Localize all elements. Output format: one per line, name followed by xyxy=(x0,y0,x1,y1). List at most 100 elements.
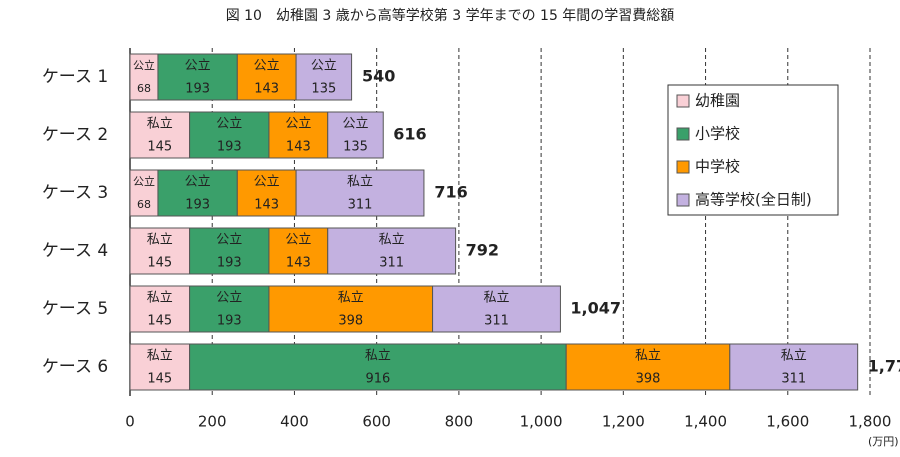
segment-value-label: 145 xyxy=(147,256,172,271)
segment-value-label: 145 xyxy=(147,314,172,329)
bar-segment xyxy=(189,285,270,333)
x-tick-label: 200 xyxy=(198,413,227,431)
segment-type-label: 私立 xyxy=(147,117,173,132)
bar-segment xyxy=(157,169,238,217)
segment-type-label: 公立 xyxy=(133,174,155,188)
segment-value-label: 143 xyxy=(254,198,279,213)
bar-segment xyxy=(236,53,297,101)
x-tick-label: 800 xyxy=(445,413,474,431)
bar-segment xyxy=(129,343,191,391)
segment-value-label: 143 xyxy=(254,82,279,97)
legend-swatch xyxy=(676,193,690,207)
total-label: 716 xyxy=(434,183,467,202)
segment-type-label: 私立 xyxy=(483,291,509,306)
segment-value-label: 68 xyxy=(137,198,151,211)
category-label: ケース 4 xyxy=(42,241,108,261)
bar-segment xyxy=(268,111,329,159)
segment-value-label: 311 xyxy=(379,256,404,271)
x-tick-label: 1,800 xyxy=(849,413,892,431)
legend-swatch xyxy=(676,94,690,108)
total-label: 1,770 xyxy=(868,357,900,376)
segment-value-label: 145 xyxy=(147,372,172,387)
segment-type-label: 公立 xyxy=(216,117,242,132)
legend-swatch xyxy=(676,127,690,141)
segment-type-label: 私立 xyxy=(147,291,173,306)
segment-type-label: 私立 xyxy=(635,349,661,364)
segment-value-label: 311 xyxy=(348,198,373,213)
x-tick-label: 0 xyxy=(125,413,135,431)
x-tick-label: 600 xyxy=(362,413,391,431)
segment-value-label: 135 xyxy=(343,140,368,155)
bar-segment xyxy=(268,285,434,333)
bar-segment xyxy=(129,111,191,159)
segment-value-label: 145 xyxy=(147,140,172,155)
bar-segment xyxy=(268,227,329,275)
category-label: ケース 5 xyxy=(42,299,108,319)
category-label: ケース 3 xyxy=(42,183,108,203)
segment-value-label: 193 xyxy=(185,82,210,97)
x-tick-label: 1,600 xyxy=(766,413,809,431)
x-tick-label: 1,200 xyxy=(602,413,645,431)
bar-segment xyxy=(157,53,238,101)
bar-segment xyxy=(432,285,561,333)
legend-box xyxy=(667,84,839,216)
bar-segment xyxy=(236,169,297,217)
total-label: 616 xyxy=(393,125,426,144)
x-tick-label: 1,000 xyxy=(520,413,563,431)
segment-type-label: 公立 xyxy=(342,117,368,132)
segment-type-label: 公立 xyxy=(185,59,211,74)
segment-type-label: 私立 xyxy=(147,233,173,248)
bar-segment xyxy=(129,285,191,333)
segment-value-label: 193 xyxy=(185,198,210,213)
bar-segment xyxy=(295,53,353,101)
segment-type-label: 公立 xyxy=(285,233,311,248)
category-label: ケース 1 xyxy=(42,67,108,87)
bar-segment xyxy=(729,343,859,391)
segment-type-label: 私立 xyxy=(781,349,807,364)
legend-label: 高等学校(全日制) xyxy=(695,191,812,209)
x-tick-label: 400 xyxy=(280,413,309,431)
segment-type-label: 公立 xyxy=(285,117,311,132)
segment-type-label: 私立 xyxy=(147,349,173,364)
total-label: 1,047 xyxy=(570,299,621,318)
segment-type-label: 私立 xyxy=(365,349,391,364)
bar-segment xyxy=(295,169,425,217)
segment-type-label: 公立 xyxy=(185,175,211,190)
category-label: ケース 6 xyxy=(42,357,108,377)
segment-type-label: 公立 xyxy=(254,59,280,74)
bar-segment xyxy=(189,111,270,159)
segment-value-label: 68 xyxy=(137,82,151,95)
segment-value-label: 193 xyxy=(217,314,242,329)
bar-segment xyxy=(189,227,270,275)
segment-value-label: 193 xyxy=(217,140,242,155)
legend-label: 中学校 xyxy=(695,158,740,176)
x-tick-label: 1,400 xyxy=(684,413,727,431)
total-label: 540 xyxy=(362,67,395,86)
segment-type-label: 公立 xyxy=(216,233,242,248)
segment-type-label: 公立 xyxy=(133,58,155,72)
bar-segment xyxy=(327,227,457,275)
segment-value-label: 916 xyxy=(365,372,390,387)
segment-value-label: 135 xyxy=(311,82,336,97)
segment-value-label: 311 xyxy=(781,372,806,387)
segment-type-label: 私立 xyxy=(379,233,405,248)
bar-segment xyxy=(565,343,731,391)
x-axis-unit: (万円) xyxy=(868,435,899,448)
legend-label: 小学校 xyxy=(695,125,740,143)
segment-value-label: 143 xyxy=(286,140,311,155)
segment-type-label: 公立 xyxy=(254,175,280,190)
segment-value-label: 193 xyxy=(217,256,242,271)
chart-title: 図 10 幼稚園 3 歳から高等学校第 3 学年までの 15 年間の学習費総額 xyxy=(226,7,675,24)
segment-value-label: 398 xyxy=(636,372,661,387)
segment-value-label: 143 xyxy=(286,256,311,271)
total-label: 792 xyxy=(466,241,499,260)
bar-segment xyxy=(327,111,384,159)
category-label: ケース 2 xyxy=(42,125,108,145)
legend-label: 幼稚園 xyxy=(695,92,740,110)
segment-type-label: 公立 xyxy=(311,59,337,74)
segment-value-label: 398 xyxy=(338,314,363,329)
bar-segment xyxy=(129,227,191,275)
legend-swatch xyxy=(676,160,690,174)
bar-segment xyxy=(129,169,159,217)
